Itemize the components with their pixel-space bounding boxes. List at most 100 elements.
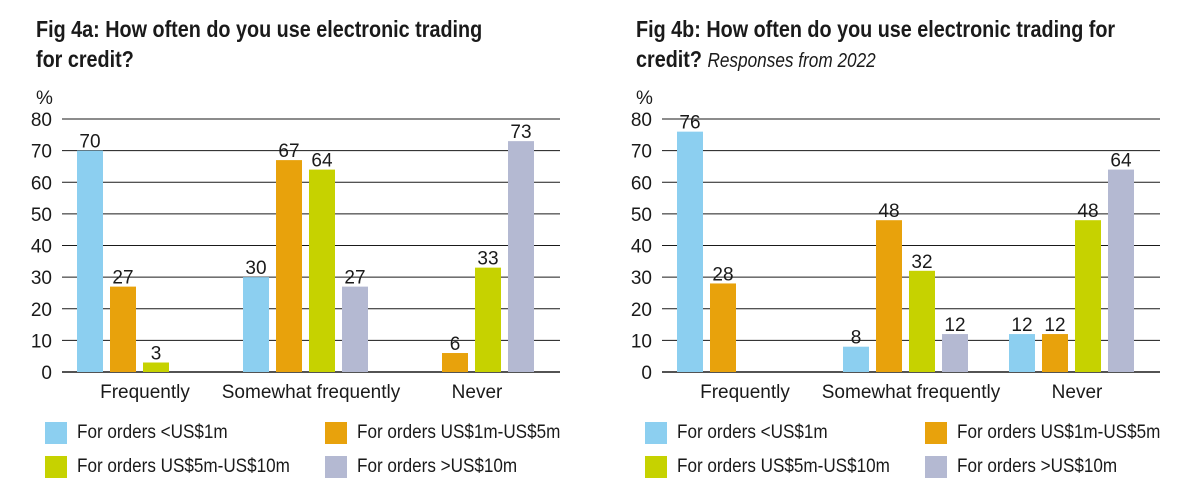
bar-4b-cat0-lt-1m	[677, 131, 703, 372]
data-label-4b-cat2-5m-10m: 48	[1077, 201, 1098, 222]
legend-swatch-4a-lt-1m	[45, 422, 67, 444]
data-label-4b-cat2-1m-5m: 12	[1044, 315, 1065, 336]
y-tick-label-4a-60: 60	[31, 173, 52, 194]
chart-title-4b: Fig 4b: How often do you use electronic …	[636, 14, 1116, 76]
chart-legend-4a: For orders <US$1m For orders US$1m-US$5m F…	[45, 420, 605, 490]
chart-subtitle-4b: Responses from 2022	[707, 50, 876, 72]
data-label-4b-cat0-lt-1m: 76	[679, 113, 700, 134]
data-label-4a-cat0-5m-10m: 3	[151, 344, 162, 365]
bar-4a-cat0-5m-10m	[143, 362, 169, 372]
data-label-4b-cat2-gt-10m: 64	[1110, 151, 1132, 172]
y-tick-label-4a-50: 50	[31, 205, 52, 226]
y-tick-label-4a-70: 70	[31, 142, 52, 163]
legend-label-4b-lt-1m: For orders <US$1m	[677, 422, 828, 443]
bar-4b-cat2-gt-10m	[1108, 169, 1134, 372]
y-tick-label-4b-20: 20	[631, 300, 652, 321]
legend-label-4a-5m-10m: For orders US$5m-US$10m	[77, 456, 290, 477]
chart-title-4b-line-2-text: credit?	[636, 46, 702, 72]
y-tick-label-4b-50: 50	[631, 205, 652, 226]
chart-title-4a: Fig 4a: How often do you use electronic …	[36, 14, 500, 74]
y-tick-label-4b-40: 40	[631, 237, 652, 258]
data-label-4a-cat0-lt-1m: 70	[79, 132, 100, 153]
data-label-4b-cat1-1m-5m: 48	[878, 201, 899, 222]
bar-4b-cat2-lt-1m	[1009, 334, 1035, 372]
bar-4a-cat2-gt-10m	[508, 141, 534, 372]
chart-title-4b-line-1: Fig 4b: How often do you use electronic …	[636, 16, 1116, 42]
chart-panel-4a: Fig 4a: How often do you use electronic …	[31, 14, 560, 478]
x-category-label-4a-1: Somewhat frequently	[222, 382, 401, 403]
data-label-4b-cat1-lt-1m: 8	[851, 328, 862, 349]
bar-4b-cat2-1m-5m	[1042, 334, 1068, 372]
chart-panel-4b: Fig 4b: How often do you use electronic …	[600, 0, 1200, 500]
y-tick-label-4a-20: 20	[31, 300, 52, 321]
bar-chart-4a: % 0 10 20 30 40 50 60 70 80 70 27 3 Frequently 30 67 64 2…	[31, 88, 560, 403]
y-tick-label-4a-10: 10	[31, 331, 52, 352]
legend-item-4b-5m-10m: For orders US$5m-US$10m	[645, 454, 914, 480]
y-tick-label-4a-80: 80	[31, 110, 52, 131]
data-label-4a-cat2-5m-10m: 33	[477, 249, 498, 270]
chart-title-4a-line-1: Fig 4a: How often do you use electronic …	[36, 16, 483, 42]
data-label-4a-cat1-gt-10m: 27	[344, 268, 365, 289]
data-label-4b-cat1-gt-10m: 12	[944, 315, 965, 336]
legend-swatch-4b-5m-10m	[645, 456, 667, 478]
x-category-label-4a-0: Frequently	[100, 382, 190, 403]
bar-4a-cat1-1m-5m	[276, 160, 302, 372]
legend-label-4b-1m-5m: For orders US$1m-US$5m	[957, 422, 1161, 443]
y-tick-label-4a-40: 40	[31, 237, 52, 258]
legend-label-4b-gt-10m: For orders >US$10m	[957, 456, 1118, 477]
bar-4a-cat2-1m-5m	[442, 353, 468, 372]
y-tick-label-4b-70: 70	[631, 142, 652, 163]
bar-4a-cat1-5m-10m	[309, 169, 335, 372]
legend-swatch-4b-1m-5m	[925, 422, 947, 444]
y-tick-label-4b-30: 30	[631, 268, 652, 289]
legend-item-4a-1m-5m: For orders US$1m-US$5m	[325, 420, 583, 446]
legend-item-4b-lt-1m: For orders <US$1m	[645, 420, 844, 446]
legend-item-4b-gt-10m: For orders >US$10m	[925, 454, 1135, 480]
x-category-label-4a-2: Never	[452, 382, 503, 403]
y-axis-label-4b: %	[636, 88, 653, 109]
legend-item-4a-lt-1m: For orders <US$1m	[45, 420, 244, 446]
y-tick-label-4b-0: 0	[641, 363, 652, 384]
legend-item-4b-1m-5m: For orders US$1m-US$5m	[925, 420, 1183, 446]
bar-4b-cat2-5m-10m	[1075, 220, 1101, 372]
y-tick-label-4a-30: 30	[31, 268, 52, 289]
y-tick-label-4a-0: 0	[41, 363, 52, 384]
bar-4b-cat1-5m-10m	[909, 270, 935, 372]
legend-swatch-4a-gt-10m	[325, 456, 347, 478]
chart-title-4a-line-2: for credit?	[36, 44, 500, 74]
y-tick-label-4b-60: 60	[631, 173, 652, 194]
legend-label-4a-gt-10m: For orders >US$10m	[357, 456, 518, 477]
bar-4b-cat1-gt-10m	[942, 334, 968, 372]
bar-chart-4b: % 0 10 20 30 40 50 60 70 80 76 28 Frequently 8 48 32 12 S…	[631, 88, 1160, 403]
x-category-label-4b-1: Somewhat frequently	[822, 382, 1001, 403]
bar-4b-cat1-1m-5m	[876, 220, 902, 372]
legend-swatch-4a-5m-10m	[45, 456, 67, 478]
data-label-4a-cat1-5m-10m: 64	[311, 151, 333, 172]
legend-swatch-4a-1m-5m	[325, 422, 347, 444]
y-tick-label-4b-80: 80	[631, 110, 652, 131]
legend-item-4a-5m-10m: For orders US$5m-US$10m	[45, 454, 314, 480]
x-category-label-4b-0: Frequently	[700, 382, 790, 403]
data-label-4b-cat0-1m-5m: 28	[712, 264, 733, 285]
x-category-label-4b-2: Never	[1052, 382, 1103, 403]
chart-title-4b-line-2: credit? Responses from 2022	[636, 44, 1100, 76]
chart-legend-4b: For orders <US$1m For orders US$1m-US$5m F…	[645, 420, 1200, 490]
y-tick-label-4b-10: 10	[631, 331, 652, 352]
bar-4a-cat1-lt-1m	[243, 277, 269, 372]
legend-swatch-4b-lt-1m	[645, 422, 667, 444]
bar-4a-cat0-1m-5m	[110, 286, 136, 372]
data-label-4b-cat1-5m-10m: 32	[911, 252, 932, 273]
data-label-4a-cat0-1m-5m: 27	[112, 268, 133, 289]
data-label-4a-cat2-1m-5m: 6	[450, 334, 461, 355]
legend-swatch-4b-gt-10m	[925, 456, 947, 478]
data-label-4a-cat2-gt-10m: 73	[510, 122, 531, 143]
legend-label-4a-lt-1m: For orders <US$1m	[77, 422, 228, 443]
bar-4a-cat0-lt-1m	[77, 150, 103, 372]
legend-label-4a-1m-5m: For orders US$1m-US$5m	[357, 422, 561, 443]
data-label-4b-cat2-lt-1m: 12	[1011, 315, 1032, 336]
data-label-4a-cat1-lt-1m: 30	[245, 258, 266, 279]
chart-title-4a-line-2-text: for credit?	[36, 46, 134, 72]
bar-4b-cat0-1m-5m	[710, 283, 736, 372]
bar-4a-cat1-gt-10m	[342, 286, 368, 372]
legend-label-4b-5m-10m: For orders US$5m-US$10m	[677, 456, 890, 477]
